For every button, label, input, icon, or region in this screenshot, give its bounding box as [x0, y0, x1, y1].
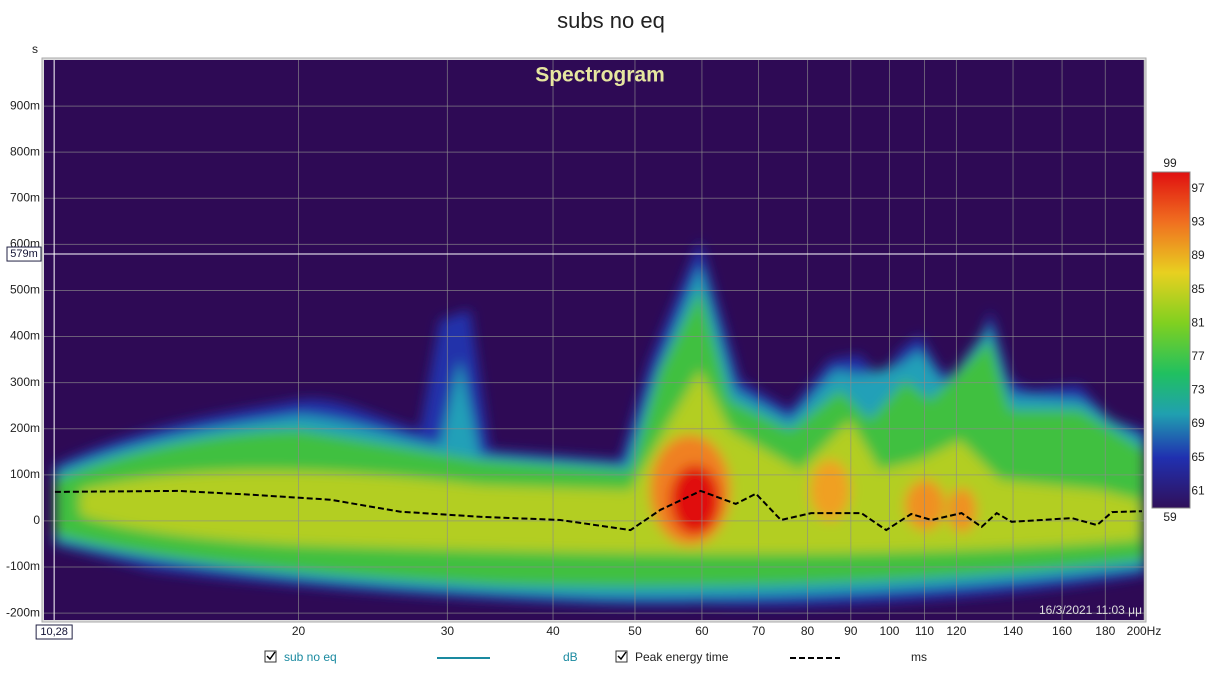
series-line: [54, 489, 1143, 532]
x-tick-label: 110: [915, 624, 934, 638]
x-tick-label: 30: [441, 624, 455, 638]
x-tick-label: 200Hz: [1127, 624, 1162, 638]
colorbar-label: 97: [1191, 181, 1205, 195]
y-tick-label: 900m: [10, 98, 40, 112]
y-tick-label: 500m: [10, 283, 40, 297]
legend-unit: dB: [563, 650, 578, 664]
colorbar-label: 61: [1191, 483, 1205, 497]
chart-subtitle: Spectrogram: [535, 64, 665, 87]
colorbar-label: 81: [1191, 315, 1205, 329]
cursor-label: 579m: [10, 248, 38, 260]
legend-series: Peak energy time: [635, 650, 729, 664]
colorbar-label: 59: [1163, 510, 1177, 524]
colorbar-label: 85: [1191, 282, 1205, 296]
y-tick-label: 300m: [10, 375, 40, 389]
y-tick-label: 0: [33, 513, 40, 527]
colorbar-label: 99: [1163, 156, 1177, 170]
y-tick-label: 100m: [10, 467, 40, 481]
x-tick-label: 40: [546, 624, 560, 638]
colorbar-label: 93: [1191, 215, 1205, 229]
x-tick-label: 100: [879, 624, 899, 638]
x-tick-label: 120: [946, 624, 966, 638]
checkmark: [617, 651, 627, 661]
colorbar-label: 73: [1191, 383, 1205, 397]
cursor-box: [35, 624, 73, 640]
x-tick-label: 50: [628, 624, 642, 638]
y-tick-label: 400m: [10, 329, 40, 343]
colorbar-label: 65: [1191, 450, 1205, 464]
y-axis-label: s: [32, 42, 38, 56]
checkbox[interactable]: [615, 650, 628, 663]
colorbar-label: 69: [1191, 416, 1205, 430]
colorbar: [1151, 171, 1191, 509]
y-tick-label: 700m: [10, 190, 40, 204]
colorbar-label: 77: [1191, 349, 1205, 363]
x-tick-label: 180: [1095, 624, 1115, 638]
x-tick-label: 80: [801, 624, 815, 638]
x-tick-label: 160: [1052, 624, 1072, 638]
y-tick-label: -100m: [6, 559, 40, 573]
x-tick-label: 140: [1003, 624, 1023, 638]
x-tick-label: 90: [844, 624, 858, 638]
checkmark: [266, 651, 276, 661]
colorbar-label: 89: [1191, 248, 1205, 262]
y-tick-label: 200m: [10, 421, 40, 435]
y-tick-label: 800m: [10, 144, 40, 158]
chart-title: subs no eq: [557, 8, 665, 33]
checkbox[interactable]: [264, 650, 277, 663]
x-tick-label: 20: [292, 624, 306, 638]
y-tick-label: -200m: [6, 605, 40, 619]
cursor-label: 10,28: [40, 626, 68, 638]
axes: -200m-100m0100m200m300m400m500m600m700m8…: [6, 60, 1205, 640]
cursor-box: [6, 246, 42, 262]
x-tick-label: 70: [752, 624, 766, 638]
timestamp: 16/3/2021 11:03 μμ: [1039, 603, 1142, 617]
x-tick-label: 60: [695, 624, 709, 638]
legend-unit: ms: [911, 650, 927, 664]
legend-measurement: sub no eq: [284, 650, 337, 664]
